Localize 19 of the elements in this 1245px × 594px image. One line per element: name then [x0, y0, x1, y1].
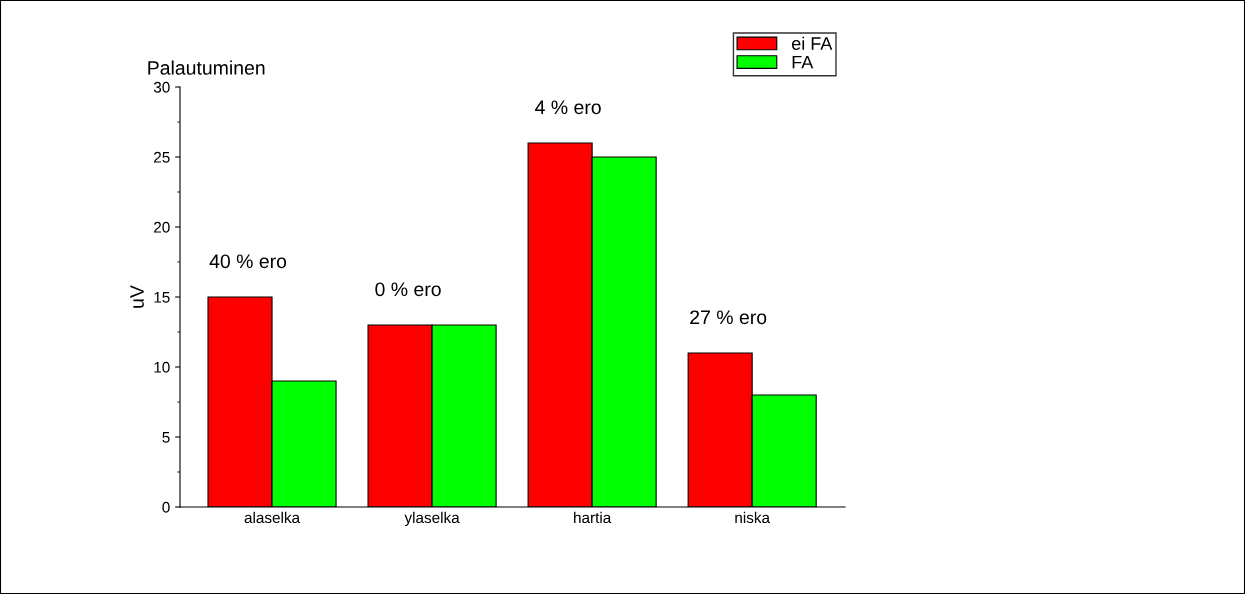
y-axis-title: uV	[130, 285, 144, 308]
annotation: 40 % ero	[209, 254, 287, 269]
x-tick-label: alaselka	[244, 511, 301, 524]
legend-label: ei FA	[791, 36, 833, 50]
x-tick-label: ylaselka	[404, 511, 460, 527]
x-tick-label: niska	[735, 511, 770, 524]
y-tick-label: 30	[153, 81, 170, 93]
y-tick-label: 25	[154, 151, 170, 163]
y-tick-label: 15	[154, 292, 170, 303]
annotation: 0 % ero	[375, 282, 441, 297]
annotation: 27 % ero	[690, 310, 767, 325]
y-tick-label: 10	[154, 361, 170, 373]
annotation: 4 % ero	[535, 100, 601, 115]
x-tick-label: hartia	[574, 511, 612, 524]
y-tick-label: 20	[154, 221, 170, 233]
chart-title: Palautuminen	[148, 60, 265, 75]
legend-label: FA	[792, 55, 814, 69]
y-tick-label: 5	[162, 432, 170, 443]
y-tick-label: 0	[162, 501, 170, 513]
